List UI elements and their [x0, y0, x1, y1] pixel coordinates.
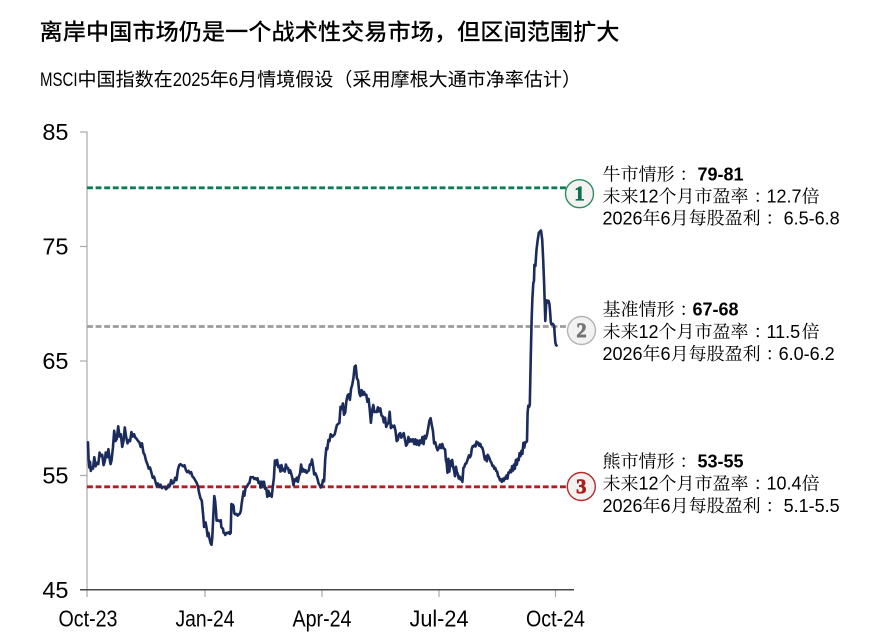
- svg-text:53-55: 53-55: [698, 452, 744, 472]
- svg-text:6: 6: [661, 208, 671, 228]
- svg-text:Oct-23: Oct-23: [59, 606, 118, 632]
- svg-text:Jul-24: Jul-24: [410, 606, 469, 632]
- svg-text:Oct-24: Oct-24: [526, 606, 585, 632]
- svg-text:12.7: 12.7: [767, 187, 802, 207]
- svg-text:6.5-6.8: 6.5-6.8: [784, 208, 840, 228]
- svg-text:12: 12: [639, 187, 659, 207]
- svg-text:75: 75: [42, 233, 68, 259]
- svg-text:65: 65: [42, 348, 68, 374]
- svg-text:Apr-24: Apr-24: [293, 606, 352, 632]
- svg-text:6.0-6.2: 6.0-6.2: [779, 344, 835, 364]
- svg-text:2025: 2025: [173, 70, 210, 91]
- svg-text:79-81: 79-81: [698, 165, 744, 185]
- svg-text:2026: 2026: [603, 344, 643, 364]
- svg-text:6: 6: [661, 496, 671, 516]
- svg-text:67-68: 67-68: [693, 300, 739, 320]
- svg-text:85: 85: [42, 119, 68, 145]
- svg-text:12: 12: [639, 322, 659, 342]
- svg-text:Jan-24: Jan-24: [176, 606, 235, 632]
- svg-text:6: 6: [229, 70, 238, 91]
- svg-text:12: 12: [639, 474, 659, 494]
- svg-text:11.5: 11.5: [767, 322, 801, 342]
- svg-text:MSCI: MSCI: [40, 70, 78, 91]
- svg-text:5.1-5.5: 5.1-5.5: [784, 496, 840, 516]
- svg-text:45: 45: [42, 577, 68, 603]
- svg-text:2026: 2026: [603, 208, 643, 228]
- svg-text:2026: 2026: [603, 496, 643, 516]
- svg-text:55: 55: [42, 462, 68, 488]
- svg-text:6: 6: [661, 344, 671, 364]
- svg-text:10.4: 10.4: [767, 474, 802, 494]
